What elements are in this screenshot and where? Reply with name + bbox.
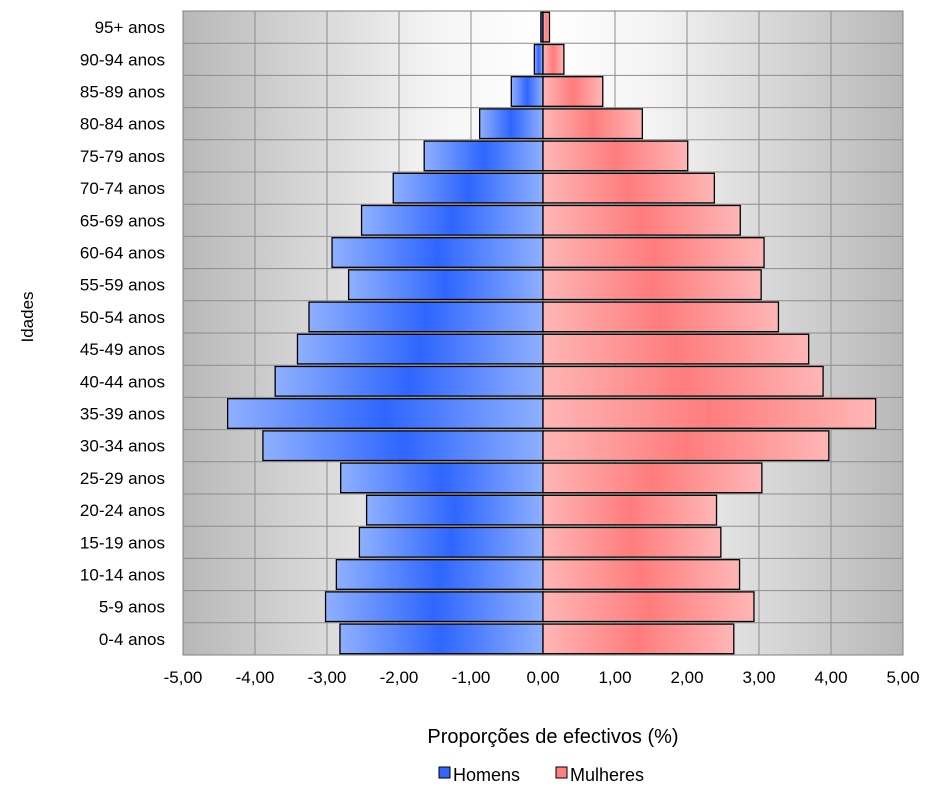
bar-homens-55-59-anos <box>347 269 544 301</box>
y-tick-label: 45-49 anos <box>80 340 165 359</box>
y-axis-tick-labels: 0-4 anos 5-9 anos 10-14 anos 15-19 anos 20-2… <box>80 18 165 649</box>
x-tick-label: -5,00 <box>164 668 203 687</box>
y-tick-label: 15-19 anos <box>80 533 165 552</box>
bar-mulheres-70-74-anos <box>542 172 716 204</box>
bar-homens-50-54-anos <box>308 301 544 333</box>
grid-lines <box>183 11 903 655</box>
bar-homens-40-44-anos <box>274 365 544 397</box>
y-tick-label: 0-4 anos <box>99 630 165 649</box>
legend-swatch-mulheres <box>555 766 568 779</box>
bar-mulheres-20-24-anos <box>542 494 718 526</box>
y-tick-label: 40-44 anos <box>80 372 165 391</box>
y-tick-label: 50-54 anos <box>80 308 165 327</box>
bar-homens-85-89-anos <box>510 76 544 107</box>
bar-mulheres-25-29-anos <box>542 462 763 494</box>
bar-homens-80-84-anos <box>478 108 544 140</box>
bar-mulheres-30-34-anos <box>542 430 830 462</box>
legend-label-mulheres: Mulheres <box>570 765 644 785</box>
bar-mulheres-45-49-anos <box>542 333 810 365</box>
bar-homens-10-14-anos <box>335 559 544 590</box>
x-tick-label: 1,00 <box>598 668 631 687</box>
y-tick-label: 10-14 anos <box>80 566 165 585</box>
x-tick-label: -1,00 <box>452 668 491 687</box>
x-tick-label: -2,00 <box>380 668 419 687</box>
bar-homens-60-64-anos <box>331 237 544 268</box>
bar-mulheres-65-69-anos <box>542 204 741 236</box>
legend-label-homens: Homens <box>453 765 520 785</box>
bar-homens-30-34-anos <box>262 430 544 462</box>
bar-mulheres-10-14-anos <box>542 559 741 590</box>
bar-mulheres-50-54-anos <box>542 301 780 333</box>
y-tick-label: 70-74 anos <box>80 179 165 198</box>
bar-homens-0-4-anos <box>339 623 544 655</box>
x-tick-label: 4,00 <box>814 668 847 687</box>
x-tick-label: 0,00 <box>526 668 559 687</box>
bar-homens-70-74-anos <box>392 172 544 204</box>
y-tick-label: 30-34 anos <box>80 437 165 456</box>
y-tick-label: 35-39 anos <box>80 405 165 424</box>
bar-homens-20-24-anos <box>365 494 544 526</box>
bar-homens-35-39-anos <box>226 398 544 429</box>
y-tick-label: 20-24 anos <box>80 501 165 520</box>
bar-mulheres-15-19-anos <box>542 526 722 558</box>
y-tick-label: 65-69 anos <box>80 211 165 230</box>
bar-mulheres-5-9-anos <box>542 591 755 623</box>
bar-mulheres-0-4-anos <box>542 623 735 655</box>
bar-homens-45-49-anos <box>296 333 544 365</box>
bar-mulheres-85-89-anos <box>542 76 604 107</box>
bar-mulheres-80-84-anos <box>542 108 644 140</box>
legend-swatch-homens <box>438 766 451 779</box>
y-tick-label: 85-89 anos <box>80 83 165 102</box>
y-tick-label: 25-29 anos <box>80 469 165 488</box>
x-tick-label: 3,00 <box>742 668 775 687</box>
bar-mulheres-40-44-anos <box>542 365 824 397</box>
bar-homens-25-29-anos <box>340 462 544 494</box>
bar-homens-15-19-anos <box>358 526 544 558</box>
y-tick-label: 5-9 anos <box>99 598 165 617</box>
bar-mulheres-60-64-anos <box>542 237 765 268</box>
y-axis-title: Idades <box>18 291 37 342</box>
y-tick-label: 95+ anos <box>95 18 165 37</box>
bar-homens-75-79-anos <box>423 140 544 172</box>
bar-mulheres-35-39-anos <box>542 398 877 429</box>
bar-mulheres-95-anos <box>542 11 551 43</box>
bar-homens-65-69-anos <box>360 204 544 236</box>
bars <box>226 11 877 655</box>
bar-mulheres-55-59-anos <box>542 269 762 301</box>
x-tick-label: 5,00 <box>886 668 919 687</box>
bar-mulheres-75-79-anos <box>542 140 689 172</box>
bar-homens-90-94-anos <box>533 43 544 75</box>
bar-homens-5-9-anos <box>324 591 544 623</box>
y-tick-label: 60-64 anos <box>80 244 165 263</box>
y-tick-label: 75-79 anos <box>80 147 165 166</box>
x-axis-title: Proporções de efectivos (%) <box>427 726 678 748</box>
x-axis-tick-labels: -5,00 -4,00 -3,00 -2,00 -1,00 0,00 1,00 2,00 3,0… <box>164 668 920 687</box>
x-tick-label: -4,00 <box>236 668 275 687</box>
x-tick-label: 2,00 <box>670 668 703 687</box>
bar-mulheres-90-94-anos <box>542 43 565 75</box>
y-tick-label: 80-84 anos <box>80 115 165 134</box>
y-tick-label: 90-94 anos <box>80 50 165 69</box>
y-tick-label: 55-59 anos <box>80 276 165 295</box>
x-tick-label: -3,00 <box>308 668 347 687</box>
legend: Homens Mulheres <box>438 765 644 785</box>
